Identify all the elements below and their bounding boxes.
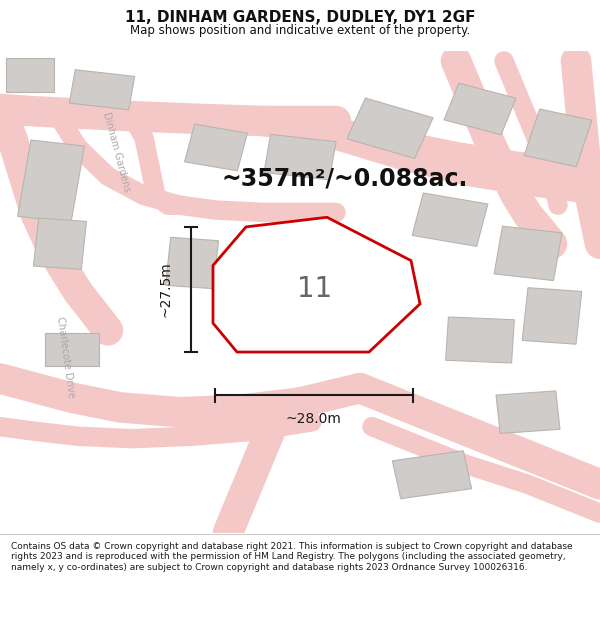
Polygon shape	[264, 134, 336, 180]
Text: Charlecote Drive: Charlecote Drive	[55, 316, 77, 398]
Polygon shape	[6, 59, 54, 92]
Polygon shape	[213, 217, 420, 352]
Polygon shape	[444, 83, 516, 135]
Polygon shape	[45, 332, 99, 366]
Polygon shape	[392, 451, 472, 499]
Text: ~27.5m: ~27.5m	[159, 262, 173, 318]
Text: Dinham Gardens: Dinham Gardens	[101, 111, 133, 193]
Polygon shape	[17, 140, 85, 222]
Polygon shape	[185, 124, 247, 171]
Text: Contains OS data © Crown copyright and database right 2021. This information is : Contains OS data © Crown copyright and d…	[11, 542, 572, 571]
Text: 11: 11	[298, 276, 332, 304]
Polygon shape	[446, 317, 514, 363]
Polygon shape	[34, 218, 86, 269]
Polygon shape	[70, 70, 134, 110]
Polygon shape	[166, 238, 218, 289]
Polygon shape	[412, 193, 488, 246]
Polygon shape	[496, 391, 560, 434]
Text: 11, DINHAM GARDENS, DUDLEY, DY1 2GF: 11, DINHAM GARDENS, DUDLEY, DY1 2GF	[125, 10, 475, 25]
Text: Map shows position and indicative extent of the property.: Map shows position and indicative extent…	[130, 24, 470, 37]
Polygon shape	[494, 226, 562, 281]
Polygon shape	[524, 109, 592, 167]
Text: ~28.0m: ~28.0m	[286, 412, 342, 426]
Polygon shape	[347, 98, 433, 159]
Text: ~357m²/~0.088ac.: ~357m²/~0.088ac.	[222, 167, 468, 191]
Polygon shape	[522, 288, 582, 344]
